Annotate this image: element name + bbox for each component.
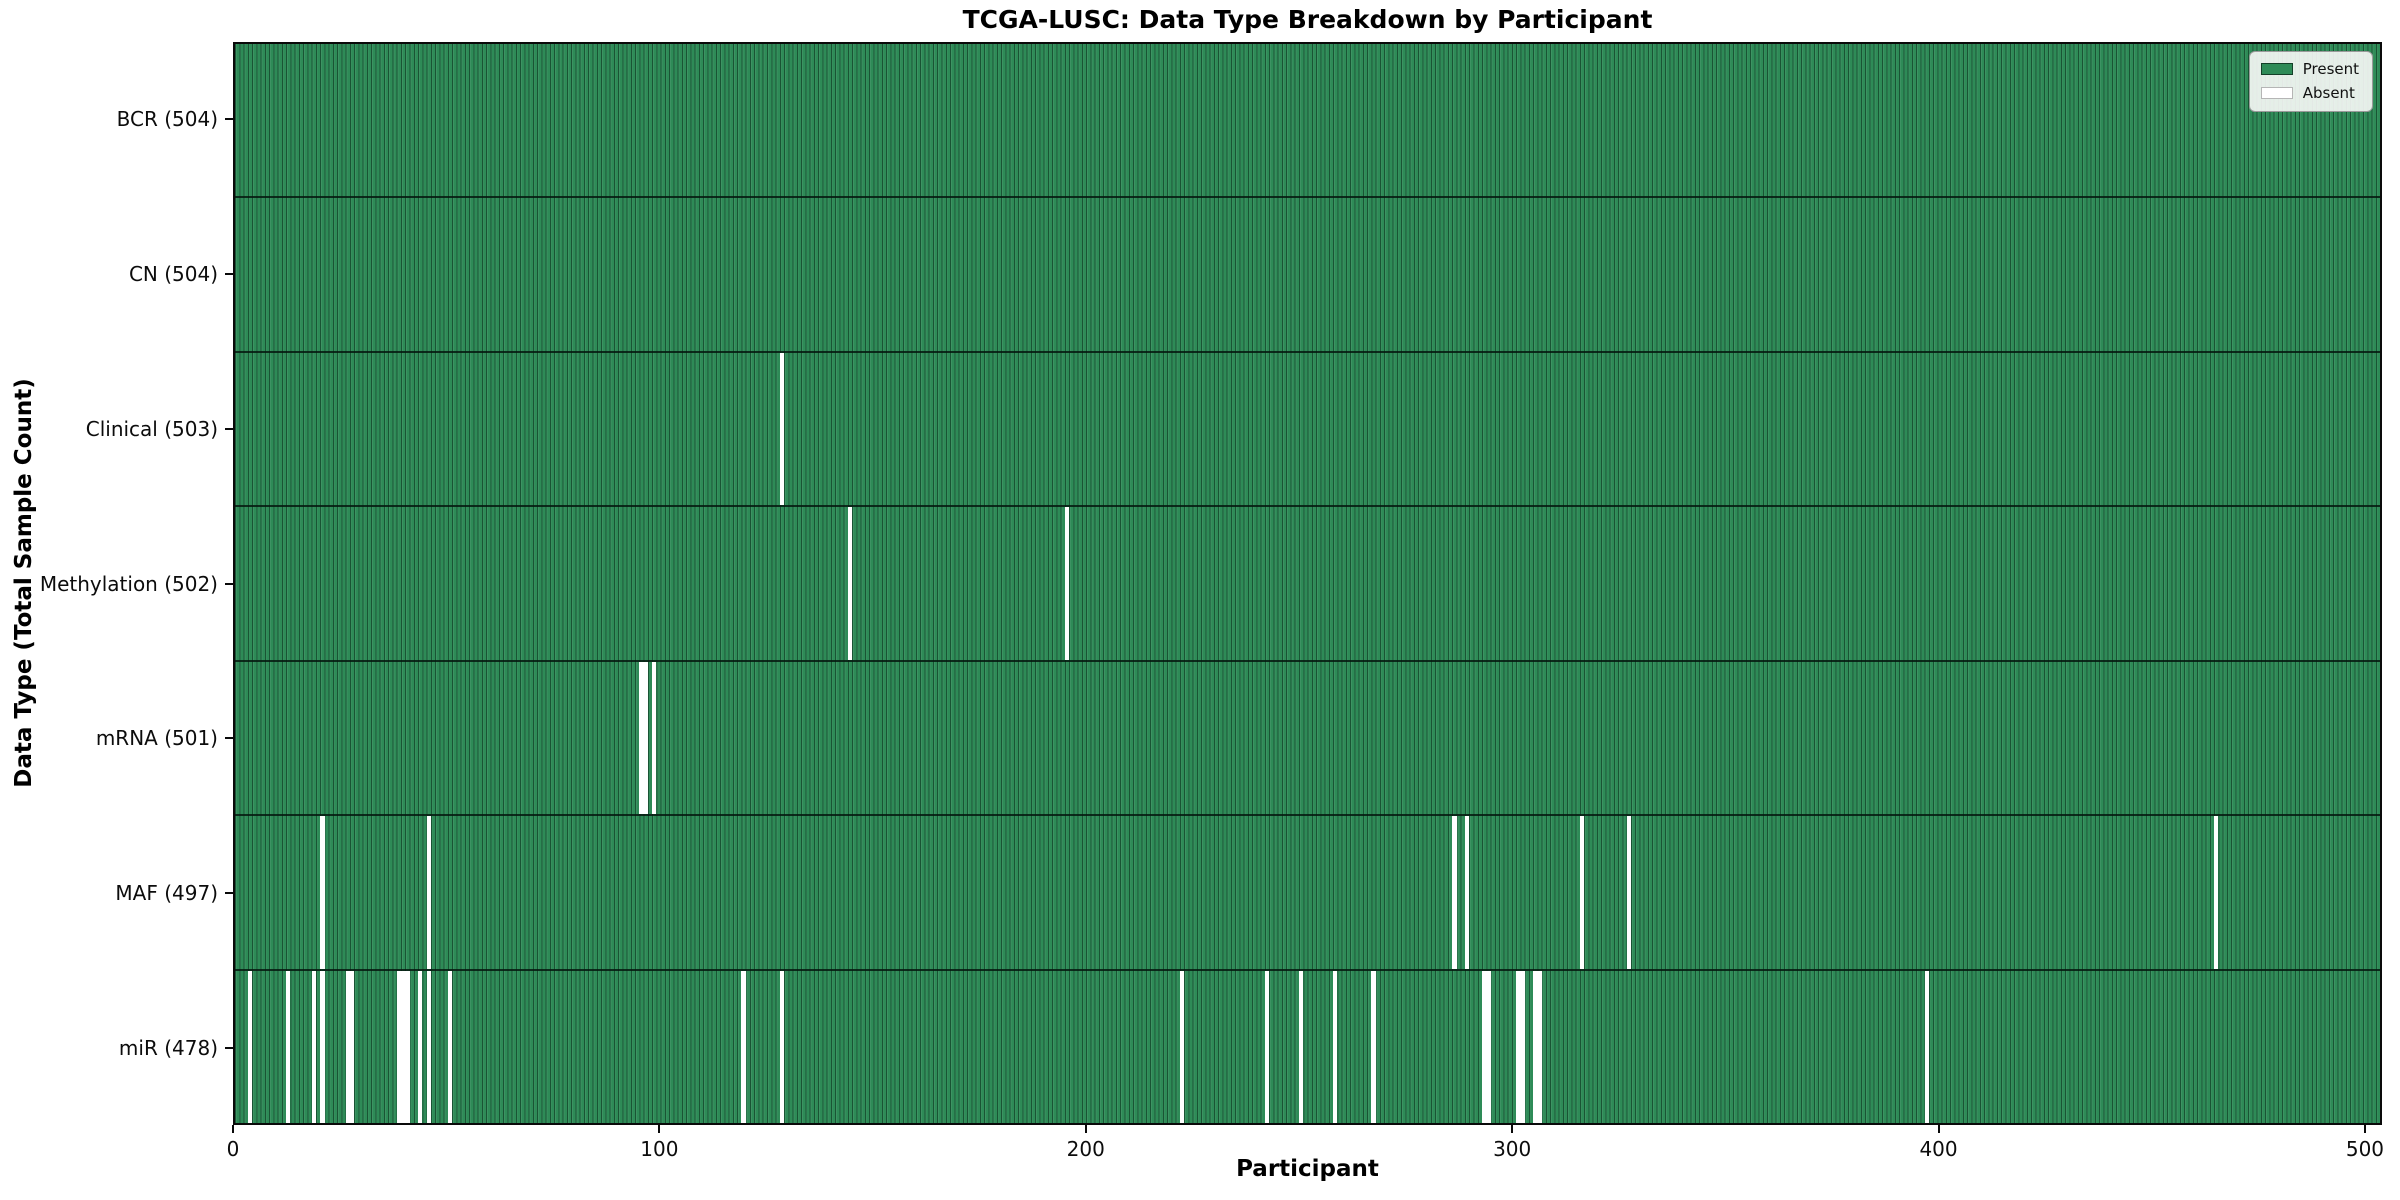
absent-marker [247,970,253,1123]
absent-marker [779,352,785,506]
heatmap-row-mir [235,970,2380,1123]
absent-marker [1481,970,1487,1123]
absent-marker [1264,970,1270,1123]
x-tick-mark [1084,1125,1087,1133]
absent-marker [405,970,410,1123]
absent-marker [320,970,325,1123]
absent-marker [1579,816,1585,969]
absent-marker [1626,816,1632,969]
absent-marker [652,661,657,815]
legend-swatch-present-icon [2260,63,2293,75]
x-tick-label: 0 [226,1137,240,1161]
absent-marker [1452,816,1457,969]
x-tick-mark [1937,1125,1940,1133]
absent-marker [1333,970,1338,1123]
absent-marker [1464,816,1470,969]
absent-marker [1520,970,1525,1123]
legend-item-absent: Absent [2260,84,2359,102]
heatmap-row-cn [235,198,2380,353]
absent-marker [426,970,431,1123]
x-tick-label: 400 [1919,1137,1958,1161]
y-tick-mark [225,273,233,276]
absent-marker [2214,816,2219,969]
absent-marker [779,970,785,1123]
absent-marker [418,970,423,1123]
y-tick-mark [225,582,233,585]
heatmap-row-maf [235,816,2380,971]
x-tick-label: 100 [640,1137,679,1161]
absent-marker [1371,970,1376,1123]
absent-marker [639,661,644,815]
y-tick-mark [225,118,233,121]
absent-marker [1298,970,1304,1123]
legend-label-absent: Absent [2302,84,2355,102]
x-tick-mark [658,1125,661,1133]
legend: Present Absent [2248,51,2373,112]
absent-marker [643,661,648,815]
x-tick-label: 300 [1493,1137,1532,1161]
x-tick-mark [1511,1125,1514,1133]
absent-marker [447,970,453,1123]
absent-marker [1924,970,1929,1123]
legend-swatch-absent-icon [2260,87,2293,99]
y-tick-label: miR (478) [118,1035,218,1060]
absent-marker [349,970,355,1123]
absent-marker [400,970,406,1123]
absent-marker [1533,970,1538,1123]
y-tick-label: mRNA (501) [95,726,218,751]
absent-marker [741,970,746,1123]
x-axis-label: Participant [1236,1156,1379,1182]
x-tick-label: 200 [1066,1137,1105,1161]
x-tick-mark [232,1125,234,1133]
plot-area: Present Absent [233,42,2382,1125]
y-tick-label: BCR (504) [116,107,218,132]
y-tick-label: MAF (497) [115,880,218,905]
heatmap-row-bcr [235,44,2380,199]
legend-item-present: Present [2260,60,2359,78]
absent-marker [1486,970,1491,1123]
absent-marker [286,970,291,1123]
absent-marker [396,970,402,1123]
y-tick-label: Methylation (502) [39,571,218,596]
heatmap-row-clinical [235,352,2380,508]
absent-marker [847,507,853,660]
absent-marker [1516,970,1521,1123]
absent-marker [1064,507,1070,660]
x-tick-mark [2363,1125,2366,1133]
y-tick-label: Clinical (503) [85,416,218,441]
heatmap-row-mrna [235,661,2380,817]
heatmap-row-methylation [235,507,2380,662]
absent-marker [320,816,325,969]
legend-label-present: Present [2302,60,2359,78]
absent-marker [1537,970,1542,1123]
y-tick-label: CN (504) [128,262,218,287]
absent-marker [426,816,431,969]
y-tick-mark [225,1046,233,1049]
absent-marker [1179,970,1185,1123]
heatmap-rows [235,44,2380,1123]
absent-marker [345,970,351,1123]
y-tick-mark [225,891,233,894]
y-tick-mark [225,427,233,430]
chart-title: TCGA-LUSC: Data Type Breakdown by Partic… [962,5,1653,34]
x-tick-label: 500 [2345,1137,2385,1161]
absent-marker [311,970,316,1123]
y-tick-mark [225,737,233,740]
